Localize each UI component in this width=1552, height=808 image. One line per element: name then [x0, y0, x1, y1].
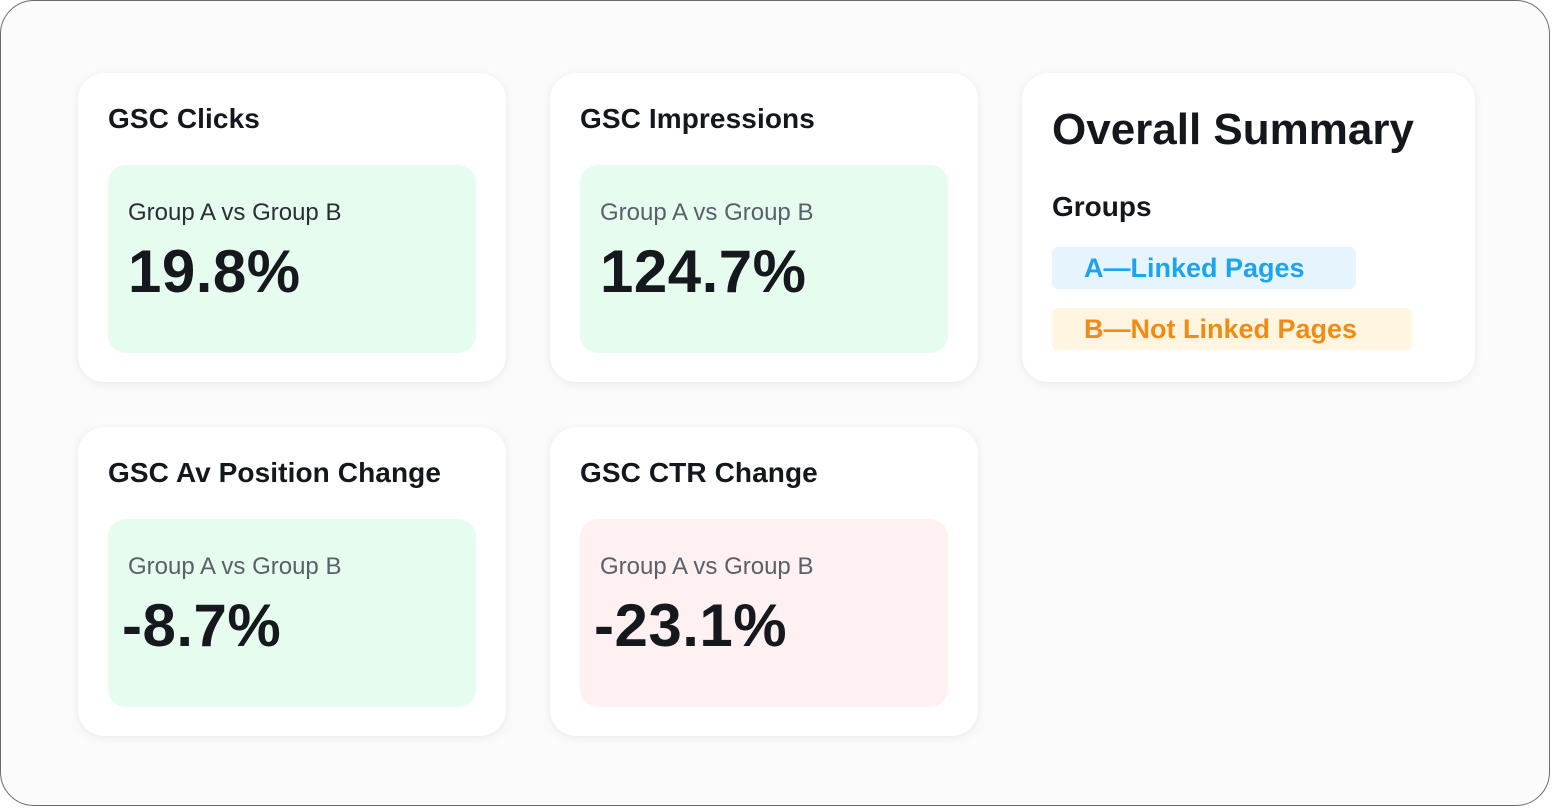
groups-label: Groups: [1052, 191, 1152, 222]
ctr-comparison-label: Group A vs Group B: [600, 553, 814, 580]
summary-card: Overall Summary Groups A—Linked Pages B—…: [1022, 73, 1475, 382]
position-value: -8.7%: [122, 592, 282, 659]
ctr-card: GSC CTR Change Group A vs Group B -23.1%: [550, 427, 978, 736]
impressions-value: 124.7%: [600, 238, 807, 305]
position-metric-box: Group A vs Group B -8.7%: [108, 519, 476, 707]
impressions-comparison-label: Group A vs Group B: [600, 199, 814, 226]
clicks-value: 19.8%: [128, 238, 301, 305]
clicks-metric-box: Group A vs Group B 19.8%: [108, 165, 476, 353]
group-a-badge: A—Linked Pages: [1052, 247, 1356, 289]
clicks-card-title: GSC Clicks: [108, 103, 260, 134]
impressions-metric-box: Group A vs Group B 124.7%: [580, 165, 948, 353]
position-card: GSC Av Position Change Group A vs Group …: [78, 427, 506, 736]
clicks-comparison-label: Group A vs Group B: [128, 199, 342, 226]
position-card-title: GSC Av Position Change: [108, 457, 442, 488]
ctr-metric-box: Group A vs Group B -23.1%: [580, 519, 948, 707]
ctr-value: -23.1%: [594, 592, 788, 659]
position-comparison-label: Group A vs Group B: [128, 553, 342, 580]
clicks-card: GSC Clicks Group A vs Group B 19.8%: [78, 73, 506, 382]
summary-title: Overall Summary: [1052, 105, 1414, 154]
impressions-card: GSC Impressions Group A vs Group B 124.7…: [550, 73, 978, 382]
group-b-badge: B—Not Linked Pages: [1052, 308, 1412, 350]
ctr-card-title: GSC CTR Change: [580, 457, 818, 488]
impressions-card-title: GSC Impressions: [580, 103, 815, 134]
